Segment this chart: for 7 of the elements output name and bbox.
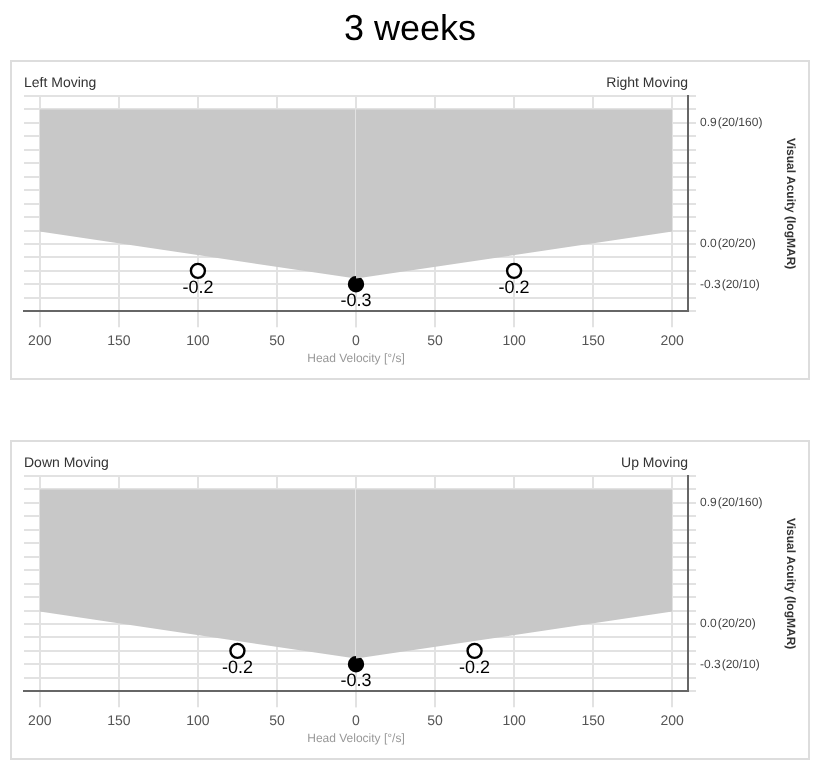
data-label: -0.2 <box>182 276 214 297</box>
chart-title: 3 weeks <box>341 6 479 52</box>
data-label: -0.3 <box>340 670 372 691</box>
data-label: -0.2 <box>498 276 530 297</box>
data-label: -0.2 <box>221 656 253 677</box>
data-label: -0.3 <box>340 290 372 311</box>
data-label: -0.2 <box>459 656 491 677</box>
